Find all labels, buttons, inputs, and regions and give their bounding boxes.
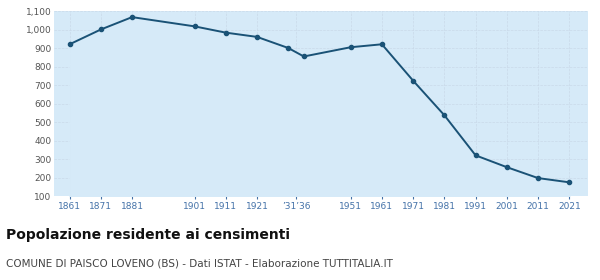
Text: COMUNE DI PAISCO LOVENO (BS) - Dati ISTAT - Elaborazione TUTTITALIA.IT: COMUNE DI PAISCO LOVENO (BS) - Dati ISTA…	[6, 259, 393, 269]
Text: Popolazione residente ai censimenti: Popolazione residente ai censimenti	[6, 228, 290, 242]
